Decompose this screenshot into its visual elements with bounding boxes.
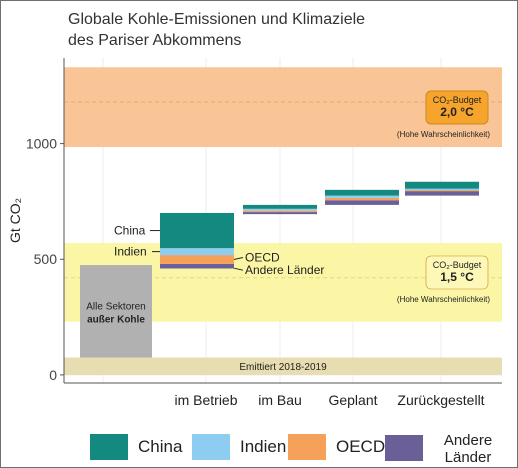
bar-andere-laender-im-betrieb [160, 263, 234, 269]
legend-item-china: China [90, 434, 182, 460]
x-tick-label: im Betrieb [174, 392, 237, 408]
chart-title-line2: des Pariser Abkommens [68, 32, 242, 49]
legend-swatch-andere [385, 435, 423, 461]
x-tick-label: Geplant [328, 392, 377, 408]
country-label-andere: Andere Länder [245, 263, 324, 277]
bar-indien-geplant [325, 195, 399, 198]
budget-15-box-title: CO₂-Budget [433, 260, 482, 270]
country-label-indien: Indien [114, 245, 147, 259]
bar-oecd-zurueckgestellt [405, 189, 479, 192]
budget-2-box-value: 2,0 °C [440, 105, 474, 119]
bar-indien-zurueckgestellt [405, 188, 479, 191]
chart-title-line1: Globale Kohle-Emissionen und Klimaziele [68, 11, 366, 28]
legend-item-indien: Indien [192, 434, 286, 460]
budget-2-box-title: CO₂-Budget [433, 95, 482, 105]
y-tick-label: 1000 [26, 136, 57, 152]
legend-label-andere: Andere Länder [443, 432, 493, 466]
y-axis-label: Gt CO₂ [7, 198, 23, 243]
emitted-band [64, 357, 502, 375]
non-coal-label-line2: außer Kohle [87, 314, 145, 325]
legend-item-andere: Andere Länder [385, 430, 503, 466]
legend-label-indien: Indien [240, 437, 287, 456]
legend-swatch-indien [192, 434, 230, 460]
bar-indien-im-bau [243, 208, 317, 211]
y-tick-label: 0 [49, 367, 57, 383]
chart-title: Globale Kohle-Emissionen und Klimaziele … [68, 9, 365, 51]
legend-label-china: China [138, 437, 183, 456]
bar-oecd-geplant [325, 197, 399, 201]
country-label-china: China [114, 224, 146, 238]
budget-2-box [425, 90, 489, 125]
bar-andere-laender-im-bau [243, 211, 317, 215]
country-leader-oecd [233, 256, 244, 260]
bar-china-im-betrieb [160, 212, 234, 249]
x-tick-label: Zurückgestellt [397, 392, 484, 408]
bar-oecd-im-bau [243, 210, 317, 213]
bar-china-zurueckgestellt [405, 181, 479, 189]
chart-plot: Emittiert 2018-2019 Alle Sektoren außer Ko… [7, 58, 502, 408]
bar-andere-laender-zurueckgestellt [405, 191, 479, 196]
x-tick-label: im Bau [258, 392, 302, 408]
country-label-oecd: OECD [245, 250, 280, 264]
budget-15-note: (Hohe Wahrscheinlichkeit) [397, 295, 490, 304]
budget-15-box-value: 1,5 °C [440, 270, 474, 284]
emitted-label: Emittiert 2018-2019 [239, 362, 327, 373]
bar-oecd-im-betrieb [160, 255, 234, 264]
y-tick-label: 500 [34, 251, 58, 267]
legend-swatch-china [90, 434, 128, 460]
bar-andere-laender-geplant [325, 200, 399, 205]
legend-item-oecd: OECD [288, 434, 385, 460]
country-leader-andere [233, 267, 244, 271]
non-coal-bar [80, 265, 152, 358]
legend: China Indien OECD Andere Länder [0, 426, 518, 468]
bar-china-geplant [325, 189, 399, 196]
legend-label-oecd: OECD [336, 437, 386, 456]
budget-15-box [425, 255, 489, 290]
budget-2-note: (Hohe Wahrscheinlichkeit) [397, 130, 490, 139]
bar-indien-im-betrieb [160, 248, 234, 256]
legend-swatch-oecd [288, 434, 326, 460]
bar-china-im-bau [243, 204, 317, 209]
non-coal-label-line1: Alle Sektoren [86, 301, 145, 312]
